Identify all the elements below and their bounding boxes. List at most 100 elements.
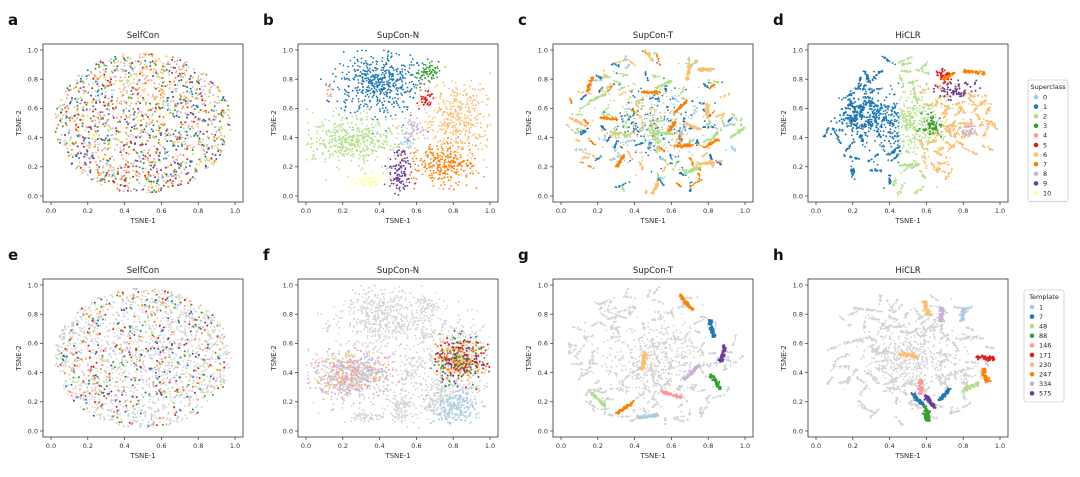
data-point (101, 95, 104, 98)
panel-letter-a: a (8, 11, 18, 29)
data-point (102, 165, 105, 167)
data-point (127, 85, 130, 88)
data-point (210, 147, 213, 150)
data-point (434, 96, 437, 99)
data-point (182, 105, 184, 108)
data-point (324, 118, 327, 121)
data-point (205, 111, 208, 114)
data-point (341, 130, 344, 133)
data-point (422, 129, 425, 132)
data-point (116, 65, 119, 68)
data-point (64, 122, 67, 125)
data-point (82, 169, 85, 172)
data-point (99, 65, 102, 68)
data-point (358, 105, 360, 107)
data-point (119, 80, 122, 83)
data-point (426, 58, 429, 61)
data-point (366, 115, 368, 118)
data-point (186, 116, 189, 119)
data-point (469, 172, 472, 175)
data-point (184, 100, 187, 103)
data-point (437, 110, 439, 113)
data-point (132, 118, 135, 121)
data-point (71, 155, 74, 157)
data-point (372, 70, 375, 72)
data-point (407, 121, 410, 124)
data-point (151, 107, 154, 110)
data-point (171, 140, 174, 143)
data-point (202, 138, 205, 141)
data-point (142, 188, 145, 191)
data-point (445, 106, 448, 109)
data-point (179, 111, 182, 114)
data-point (149, 108, 152, 111)
data-point (140, 150, 143, 153)
data-point (441, 177, 443, 180)
data-point (412, 96, 415, 99)
data-point (396, 79, 399, 81)
data-point (86, 173, 89, 176)
data-point (431, 117, 434, 120)
data-point (416, 62, 419, 64)
data-point (713, 80, 715, 82)
data-point (78, 165, 81, 167)
data-point (356, 69, 358, 72)
data-point (97, 111, 100, 114)
data-point (410, 61, 413, 63)
data-point (373, 87, 376, 90)
data-point (658, 98, 660, 100)
data-point (199, 157, 202, 160)
data-point (182, 66, 185, 69)
data-point (169, 179, 172, 181)
data-point (404, 173, 407, 176)
data-point (199, 141, 202, 143)
data-point (399, 142, 401, 145)
data-point (88, 146, 91, 149)
data-point (143, 66, 146, 69)
data-point (383, 65, 386, 68)
data-point (143, 184, 146, 187)
data-point (581, 130, 584, 133)
data-point (124, 118, 126, 121)
data-point (155, 103, 158, 106)
data-point (402, 124, 405, 127)
data-point (85, 75, 88, 78)
data-point (180, 141, 183, 144)
data-point (443, 110, 446, 113)
data-point (627, 85, 630, 87)
data-point (398, 106, 401, 109)
data-point (123, 166, 126, 169)
data-point (708, 122, 710, 124)
data-point (418, 108, 420, 110)
data-point (360, 134, 362, 137)
data-point (353, 176, 356, 179)
data-point (413, 122, 416, 125)
data-point (150, 164, 153, 167)
data-point (109, 146, 112, 149)
data-point (594, 159, 597, 162)
data-point (89, 70, 92, 73)
data-point (447, 154, 449, 157)
data-point (436, 152, 439, 155)
data-point (656, 151, 658, 154)
data-point (691, 139, 693, 142)
data-point (398, 149, 401, 152)
y-tick-label: 0.4 (538, 134, 548, 142)
data-point (178, 183, 181, 185)
data-point (693, 112, 696, 114)
panel-title: SelfCon (127, 31, 160, 41)
data-point (362, 147, 365, 150)
data-point (92, 109, 95, 112)
data-point (160, 69, 163, 72)
data-point (90, 94, 92, 97)
data-point (139, 136, 141, 139)
data-point (77, 126, 80, 129)
data-point (440, 93, 443, 96)
data-point (165, 129, 168, 132)
data-point (715, 161, 718, 163)
data-point (113, 148, 116, 151)
data-point (463, 114, 466, 117)
data-point (328, 100, 330, 103)
data-point (219, 149, 222, 152)
data-point (362, 158, 365, 160)
